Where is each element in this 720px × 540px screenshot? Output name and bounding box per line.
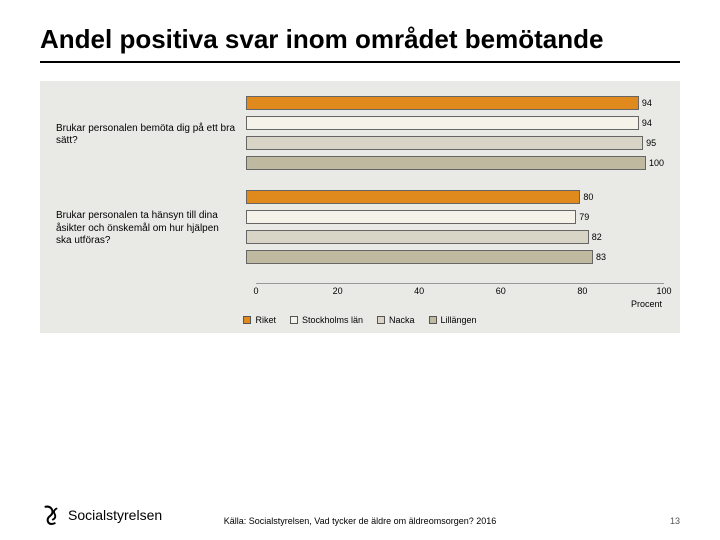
slide-title: Andel positiva svar inom området bemötan… [40,24,680,55]
legend: Riket Stockholms län Nacka Lillängen [56,315,664,325]
legend-swatch [290,316,298,324]
legend-swatch [377,316,385,324]
x-tick: 40 [414,286,424,296]
bar-row: 100 [246,155,664,171]
chart-area: Brukar personalen bemöta dig på ett bra … [40,81,680,333]
source-text: Källa: Socialstyrelsen, Vad tycker de äl… [224,516,496,526]
logo-text: Socialstyrelsen [68,507,162,523]
x-axis-ticks: 020406080100 [256,283,664,297]
legend-label: Riket [255,315,276,325]
bar-value-label: 94 [642,118,652,128]
bar-value-label: 94 [642,98,652,108]
bar [246,96,639,110]
bar-row: 94 [246,115,664,131]
legend-label: Lillängen [441,315,477,325]
x-tick: 100 [656,286,671,296]
legend-item: Nacka [377,315,415,325]
bar-value-label: 79 [579,212,589,222]
legend-label: Stockholms län [302,315,363,325]
x-axis-label: Procent [256,299,664,309]
bar [246,190,580,204]
legend-swatch [429,316,437,324]
bar [246,116,639,130]
chart-group: Brukar personalen ta hänsyn till dina ås… [56,189,664,269]
bar-value-label: 100 [649,158,664,168]
bar-value-label: 95 [646,138,656,148]
bar [246,136,643,150]
legend-swatch [243,316,251,324]
page-number: 13 [670,516,680,526]
legend-item: Riket [243,315,276,325]
bar-row: 95 [246,135,664,151]
bar [246,250,593,264]
x-tick: 0 [253,286,258,296]
bar-value-label: 83 [596,252,606,262]
x-tick: 20 [333,286,343,296]
title-underline [40,61,680,63]
legend-label: Nacka [389,315,415,325]
group-label: Brukar personalen bemöta dig på ett bra … [56,123,246,148]
bar [246,230,589,244]
x-axis: 020406080100 [256,283,664,297]
socialstyrelsen-icon [40,504,62,526]
bar-stack: 80 7982 83 [246,189,664,269]
legend-item: Stockholms län [290,315,363,325]
bar [246,210,576,224]
bar-row: 79 [246,209,664,225]
legend-item: Lillängen [429,315,477,325]
x-tick: 80 [577,286,587,296]
bar-value-label: 82 [592,232,602,242]
bar-stack: 94 94 95 100 [246,95,664,175]
bar-row: 83 [246,249,664,265]
group-label: Brukar personalen ta hänsyn till dina ås… [56,210,246,248]
bar-row: 94 [246,95,664,111]
bar [246,156,646,170]
chart-group: Brukar personalen bemöta dig på ett bra … [56,95,664,175]
logo: Socialstyrelsen [40,504,162,526]
x-tick: 60 [496,286,506,296]
bar-row: 80 [246,189,664,205]
bar-value-label: 80 [583,192,593,202]
bar-row: 82 [246,229,664,245]
chart-groups: Brukar personalen bemöta dig på ett bra … [56,95,664,269]
